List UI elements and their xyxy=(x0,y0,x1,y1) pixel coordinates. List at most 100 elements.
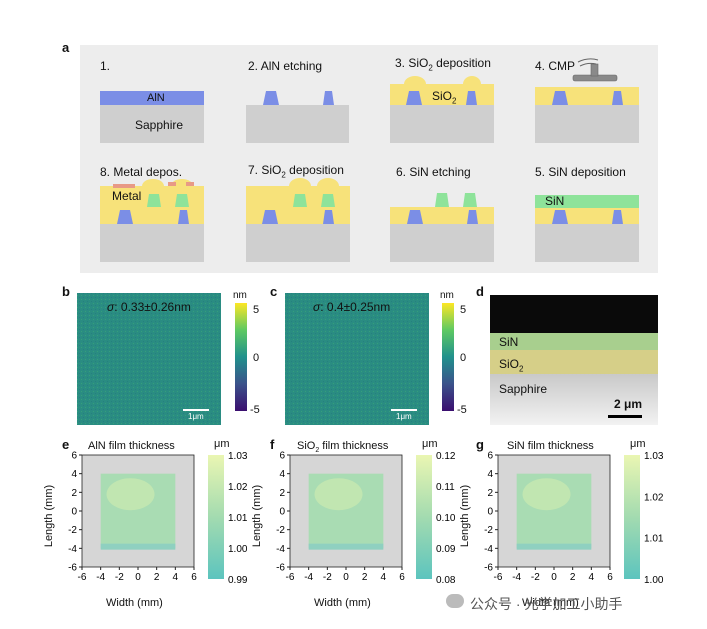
afm-tick: 0 xyxy=(460,352,467,364)
step-5-title: 5. SiN deposition xyxy=(535,165,626,179)
sem-scale-label: 2 μm xyxy=(614,397,643,411)
xlabel-f: Width (mm) xyxy=(314,597,371,609)
panel-label-b: b xyxy=(62,284,70,299)
afm-sigma-c: σ: 0.4±0.25nm xyxy=(313,300,391,314)
x-tick-label: -2 xyxy=(323,572,332,583)
aln-waveguide xyxy=(323,91,334,105)
sapphire-layer xyxy=(100,105,204,143)
step-7-title: 7. SiO2 deposition xyxy=(248,163,344,180)
y-tick-label: 6 xyxy=(487,451,493,462)
y-tick-label: -2 xyxy=(276,525,285,536)
colorbar-tick-label: 0.08 xyxy=(436,575,456,586)
y-tick-label: 4 xyxy=(487,469,493,480)
y-tick-label: 0 xyxy=(279,507,285,518)
thickness-maps: -6 -4 -2 0 2 4 6 6 4 2 0 -2 -4 -6 1.03 1.02 1.01 1.00 0.99… xyxy=(68,451,664,587)
aln-label: AlN xyxy=(147,92,165,104)
x-tick-label: 2 xyxy=(362,572,368,583)
x-tick-label: 4 xyxy=(589,572,595,583)
panel-label-a: a xyxy=(62,40,70,55)
x-tick-label: 6 xyxy=(399,572,405,583)
sin-waveguide xyxy=(463,193,477,207)
x-tick-label: -6 xyxy=(78,572,87,583)
y-tick-label: 2 xyxy=(279,488,285,499)
afm-tick: 0 xyxy=(253,352,260,364)
colorbar-tick-label: 0.10 xyxy=(436,513,456,524)
map-title-g: SiN film thickness xyxy=(507,440,594,452)
y-tick-label: -2 xyxy=(484,525,493,536)
sem-scale-bar xyxy=(608,415,642,418)
afm-maps xyxy=(77,293,454,425)
step-1-title: 1. xyxy=(100,59,111,73)
step-6-stack xyxy=(390,193,494,262)
afm-colorbar xyxy=(235,303,247,411)
sapphire-layer xyxy=(246,105,349,143)
afm-colorbar xyxy=(442,303,454,411)
aln-waveguide xyxy=(263,91,279,105)
ylabel-e: Length (mm) xyxy=(43,484,56,548)
x-tick-label: -2 xyxy=(115,572,124,583)
y-tick-label: 2 xyxy=(487,488,493,499)
scale-bar xyxy=(183,409,209,411)
thickness-edge xyxy=(308,543,384,550)
step-5-stack xyxy=(535,195,639,262)
sem-sio2-layer xyxy=(490,350,658,374)
sin-label: SiN xyxy=(545,194,565,208)
step-2-stack xyxy=(246,91,349,143)
panel-label-g: g xyxy=(476,437,484,452)
panel-label-d: d xyxy=(476,284,484,299)
afm-map-sio2 xyxy=(285,293,429,425)
cbar-unit-e: μm xyxy=(214,438,230,450)
thickness-blob xyxy=(314,478,363,511)
colorbar xyxy=(624,455,640,579)
colorbar-tick-label: 0.12 xyxy=(436,451,456,462)
y-tick-label: -6 xyxy=(276,563,285,574)
panel-label-f: f xyxy=(270,437,275,452)
thickness-edge xyxy=(516,543,592,550)
afm-tick: 5 xyxy=(460,304,467,316)
colorbar-tick-label: 1.01 xyxy=(228,513,248,524)
colorbar xyxy=(208,455,224,579)
y-tick-label: -2 xyxy=(68,525,77,536)
colorbar-tick-label: 1.02 xyxy=(228,482,248,493)
y-tick-label: 6 xyxy=(71,451,77,462)
sem-sapphire-label: Sapphire xyxy=(499,382,548,396)
y-tick-label: 6 xyxy=(279,451,285,462)
metal-pad xyxy=(113,184,135,188)
sem-sio2-label: SiO2 xyxy=(499,357,524,374)
xlabel-e: Width (mm) xyxy=(106,597,163,609)
x-tick-label: 6 xyxy=(191,572,197,583)
x-tick-label: 4 xyxy=(173,572,179,583)
y-tick-label: -6 xyxy=(68,563,77,574)
x-tick-label: -4 xyxy=(96,572,105,583)
step-8-title: 8. Metal depos. xyxy=(100,165,183,179)
step-3-stack xyxy=(390,76,494,143)
colorbar-tick-label: 1.00 xyxy=(644,575,664,586)
sio2-bump xyxy=(463,76,481,92)
step-3-title: 3. SiO2 deposition xyxy=(395,56,491,73)
colorbar-tick-label: 0.11 xyxy=(436,482,455,493)
afm-tick: 5 xyxy=(253,304,260,316)
metal-pad xyxy=(186,182,194,186)
wechat-icon xyxy=(446,594,464,608)
cbar-unit-g: μm xyxy=(630,438,646,450)
y-tick-label: 2 xyxy=(71,488,77,499)
x-tick-label: -4 xyxy=(512,572,521,583)
colorbar-tick-label: 1.00 xyxy=(228,544,248,555)
afm-unit-c: nm xyxy=(440,290,454,301)
thickness-blob xyxy=(522,478,571,511)
scale-bar xyxy=(391,409,417,411)
x-tick-label: 2 xyxy=(570,572,576,583)
colorbar-tick-label: 1.03 xyxy=(644,451,664,462)
afm-tick: -5 xyxy=(457,404,467,416)
panel-label-e: e xyxy=(62,437,70,452)
colorbar-tick-label: 1.03 xyxy=(228,451,248,462)
y-tick-label: 4 xyxy=(71,469,77,480)
afm-tick: -5 xyxy=(250,404,260,416)
y-tick-label: 4 xyxy=(279,469,285,480)
map-title-e: AlN film thickness xyxy=(88,440,175,452)
ylabel-g: Length (mm) xyxy=(459,484,472,548)
colorbar-tick-label: 1.02 xyxy=(644,492,664,503)
afm-unit-b: nm xyxy=(233,290,247,301)
metal-label: Metal xyxy=(112,189,142,203)
sapphire-label: Sapphire xyxy=(135,118,184,132)
